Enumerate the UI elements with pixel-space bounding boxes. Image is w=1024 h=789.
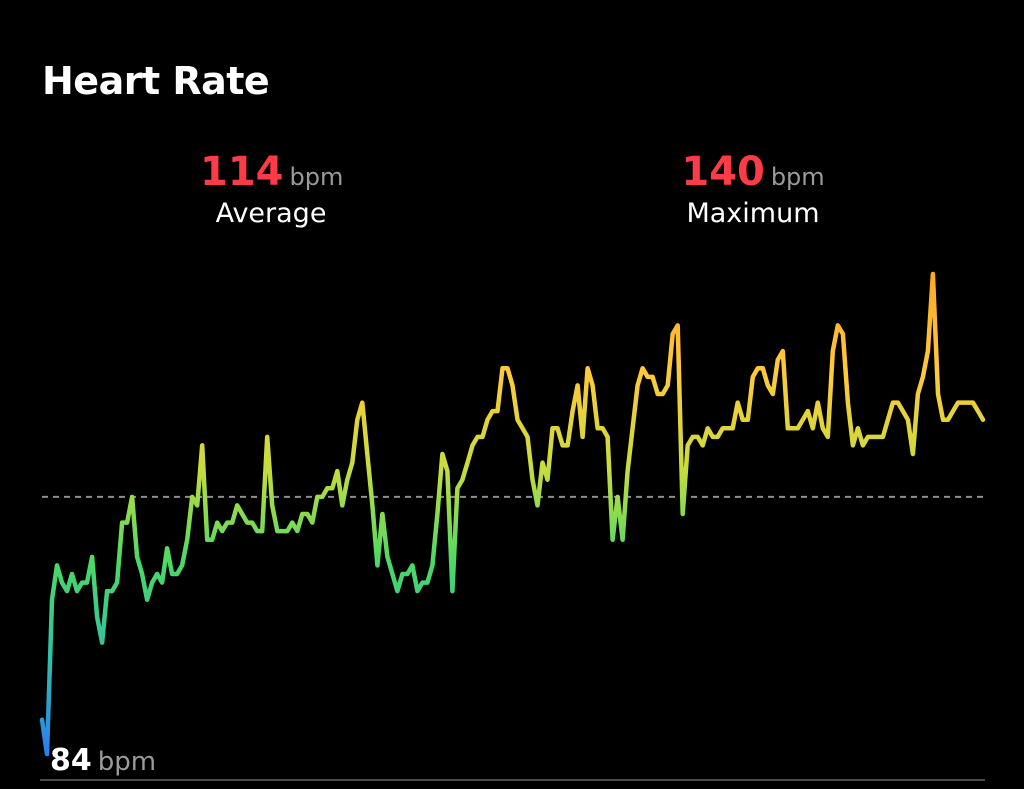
average-label: Average [215,198,327,229]
min-value-label: 84 bpm [50,746,156,776]
page-title: Heart Rate [42,59,270,103]
average-value: 114 [200,149,284,195]
heart-rate-series-line [39,271,986,757]
maximum-value: 140 [681,149,765,195]
maximum-stat: 140 bpm Maximum [677,152,829,227]
maximum-unit: bpm [770,163,825,191]
average-stat: 114 bpm Average [200,149,344,229]
average-unit: bpm [289,163,344,191]
maximum-label: Maximum [686,198,820,229]
min-value: 84 [50,743,92,778]
min-unit: bpm [97,747,157,777]
